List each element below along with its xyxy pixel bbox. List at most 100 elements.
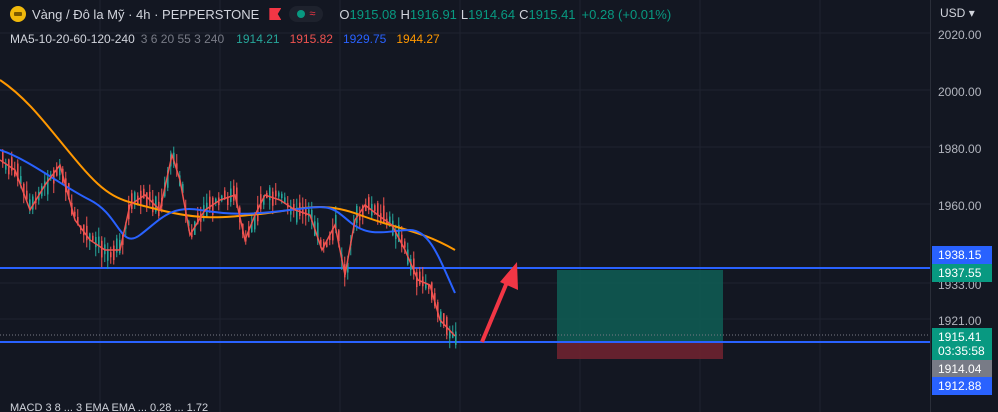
candle-body: [377, 203, 379, 216]
bar-countdown: 03:35:58: [938, 344, 985, 358]
candle-body: [455, 331, 457, 345]
chart-canvas[interactable]: [0, 0, 930, 412]
candle-body: [215, 198, 217, 203]
candle-body: [32, 196, 34, 210]
candle-body: [95, 237, 97, 248]
ma60-line[interactable]: [0, 79, 456, 251]
symbol-legend: Vàng / Đô la Mỹ · 4h · PEPPERSTONE ≈ O 19…: [10, 6, 671, 22]
candle-body: [77, 217, 79, 225]
candle-body: [119, 239, 121, 254]
price-tick: 2020.00: [938, 28, 982, 42]
candle-body: [98, 236, 100, 247]
candle-body: [284, 197, 286, 204]
candle-body: [107, 249, 109, 261]
grid: [0, 0, 930, 412]
candle-body: [86, 225, 88, 241]
stop-loss-zone[interactable]: [557, 342, 723, 359]
candle-body: [425, 284, 427, 289]
flag-icon[interactable]: [269, 8, 282, 20]
candle-body: [275, 190, 277, 197]
ma-legend[interactable]: MA5-10-20-60-120-240 3 6 20 55 3 240 191…: [10, 32, 450, 46]
ma10-value: 1915.82: [289, 32, 333, 46]
macd-legend[interactable]: MACD 3 8 ... 3 EMA EMA ... 0.28 ... 1.72: [10, 402, 209, 412]
candle-body: [401, 234, 403, 247]
candle-body: [29, 199, 31, 210]
price-tick: 2000.00: [938, 85, 982, 99]
take-profit-zone[interactable]: [557, 270, 723, 342]
open-key: O: [339, 6, 350, 22]
ma-label: MA5-10-20-60-120-240: [10, 32, 135, 46]
chart-area[interactable]: Vàng / Đô la Mỹ · 4h · PEPPERSTONE ≈ O 19…: [0, 0, 930, 412]
ma20-value: 1929.75: [342, 32, 387, 46]
candle-body: [224, 190, 226, 200]
candle-body: [56, 166, 58, 176]
price-tick: 1921.00: [938, 314, 982, 328]
candle-body: [332, 227, 334, 241]
change-value: +0.28 (+0.01%): [581, 6, 672, 22]
candle-body: [146, 192, 148, 207]
candle-body: [47, 177, 49, 195]
candle-body: [203, 205, 205, 212]
candle-body: [419, 271, 421, 285]
candle-body: [131, 193, 133, 209]
candle-body: [74, 211, 76, 217]
candle-body: [362, 205, 364, 218]
candle-body: [206, 202, 208, 218]
candle-body: [326, 241, 328, 247]
candle-body: [293, 204, 295, 210]
candle-body: [374, 205, 376, 211]
candle-body: [236, 187, 238, 204]
candle-body: [5, 164, 7, 170]
price-tick: 1980.00: [938, 142, 982, 156]
candle-body: [8, 159, 10, 175]
candle-body: [59, 164, 61, 176]
currency-selector[interactable]: USD ▾: [940, 6, 975, 20]
ma-params: 3 6 20 55 3 240: [140, 32, 225, 46]
candle-body: [440, 311, 442, 324]
close-key: C: [519, 6, 529, 22]
candle-body: [26, 190, 28, 200]
wave-icon: ≈: [309, 8, 316, 20]
candle-body: [296, 207, 298, 223]
candle-body: [155, 196, 157, 212]
candle-body: [428, 284, 430, 290]
green-dot-icon: [297, 10, 306, 18]
candle-body: [317, 222, 319, 241]
candle-body: [152, 199, 154, 213]
price-tick: 1960.00: [938, 199, 982, 213]
symbol-name[interactable]: Vàng / Đô la Mỹ · 4h · PEPPERSTONE: [32, 6, 260, 22]
candle-body: [92, 235, 94, 241]
candle-body: [182, 184, 184, 193]
candle-body: [281, 193, 283, 198]
candle-body: [17, 163, 19, 181]
candle-body: [359, 214, 361, 221]
candle-body: [176, 163, 178, 170]
ma5-line[interactable]: [0, 152, 456, 337]
high-value: 1916.91: [409, 6, 457, 22]
candle-body: [389, 216, 391, 223]
candle-body: [233, 185, 235, 201]
candle-body: [443, 313, 445, 326]
candle-body: [365, 205, 367, 212]
candles: [2, 146, 457, 349]
candle-body: [308, 209, 310, 217]
price-tag-entry: 1914.04: [932, 360, 992, 378]
candle-body: [191, 229, 193, 238]
candle-body: [143, 188, 145, 199]
candle-body: [320, 239, 322, 246]
ma20-line[interactable]: [0, 149, 456, 294]
candle-body: [230, 188, 232, 202]
candle-body: [335, 215, 337, 228]
indicator-status-pill[interactable]: ≈: [289, 6, 324, 22]
candle-body: [2, 151, 4, 164]
candle-body: [347, 262, 349, 273]
candle-body: [23, 183, 25, 196]
price-tag-target: 1937.55: [932, 264, 992, 282]
arrow-drawing[interactable]: [480, 262, 518, 343]
candle-body: [302, 206, 304, 215]
candle-body: [269, 187, 271, 201]
high-key: H: [400, 6, 410, 22]
candle-body: [113, 245, 115, 261]
candle-body: [53, 169, 55, 184]
candle-body: [329, 234, 331, 241]
